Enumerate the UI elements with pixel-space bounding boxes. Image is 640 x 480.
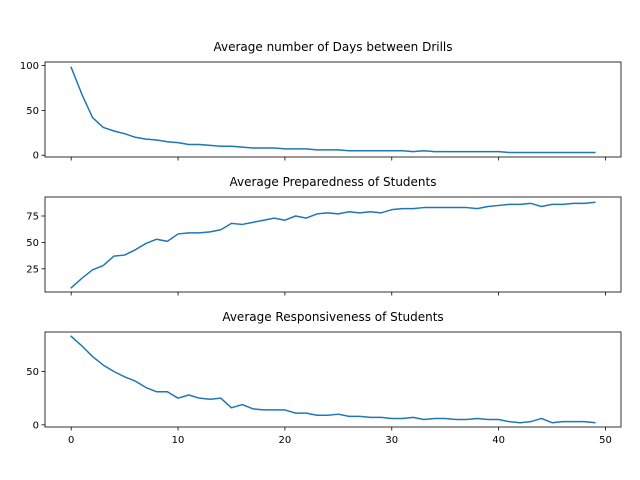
y-tick-label: 100 [20, 61, 39, 72]
series-line [70, 335, 596, 424]
x-tick-label: 0 [68, 435, 74, 446]
x-tick-label: 40 [492, 435, 505, 446]
axis-ticks: 25 50 75 [26, 212, 606, 296]
y-tick-label: 50 [26, 367, 39, 378]
plot-area [70, 201, 596, 289]
axes-frame [44, 331, 622, 428]
axis-ticks: 0 50 100 [20, 61, 606, 162]
plot-area [70, 335, 596, 424]
x-tick-label: 50 [599, 435, 612, 446]
chart-title: Average Preparedness of Students [230, 175, 437, 189]
y-tick-label: 0 [33, 151, 39, 162]
plot-area [70, 66, 596, 154]
chart-title: Average Responsiveness of Students [222, 310, 443, 324]
axes-frame [44, 61, 622, 158]
axes-frame [44, 196, 622, 293]
series-line [70, 66, 596, 154]
subplot-days-between-drills: Average number of Days between Drills 0 5… [20, 40, 622, 162]
y-tick-label: 50 [26, 238, 39, 249]
x-tick-label: 30 [385, 435, 398, 446]
subplot-preparedness: Average Preparedness of Students 25 50 75 [26, 175, 622, 296]
y-tick-label: 75 [26, 212, 39, 223]
series-line [70, 201, 596, 289]
x-tick-label: 10 [172, 435, 185, 446]
y-tick-label: 25 [26, 264, 39, 275]
y-tick-label: 50 [26, 106, 39, 117]
axis-ticks: 0 10 20 30 40 50 0 50 [26, 367, 612, 446]
subplot-responsiveness: Average Responsiveness of Students 0 10 20… [26, 310, 622, 446]
chart-title: Average number of Days between Drills [213, 40, 452, 54]
x-tick-label: 20 [279, 435, 292, 446]
y-tick-label: 0 [33, 420, 39, 431]
